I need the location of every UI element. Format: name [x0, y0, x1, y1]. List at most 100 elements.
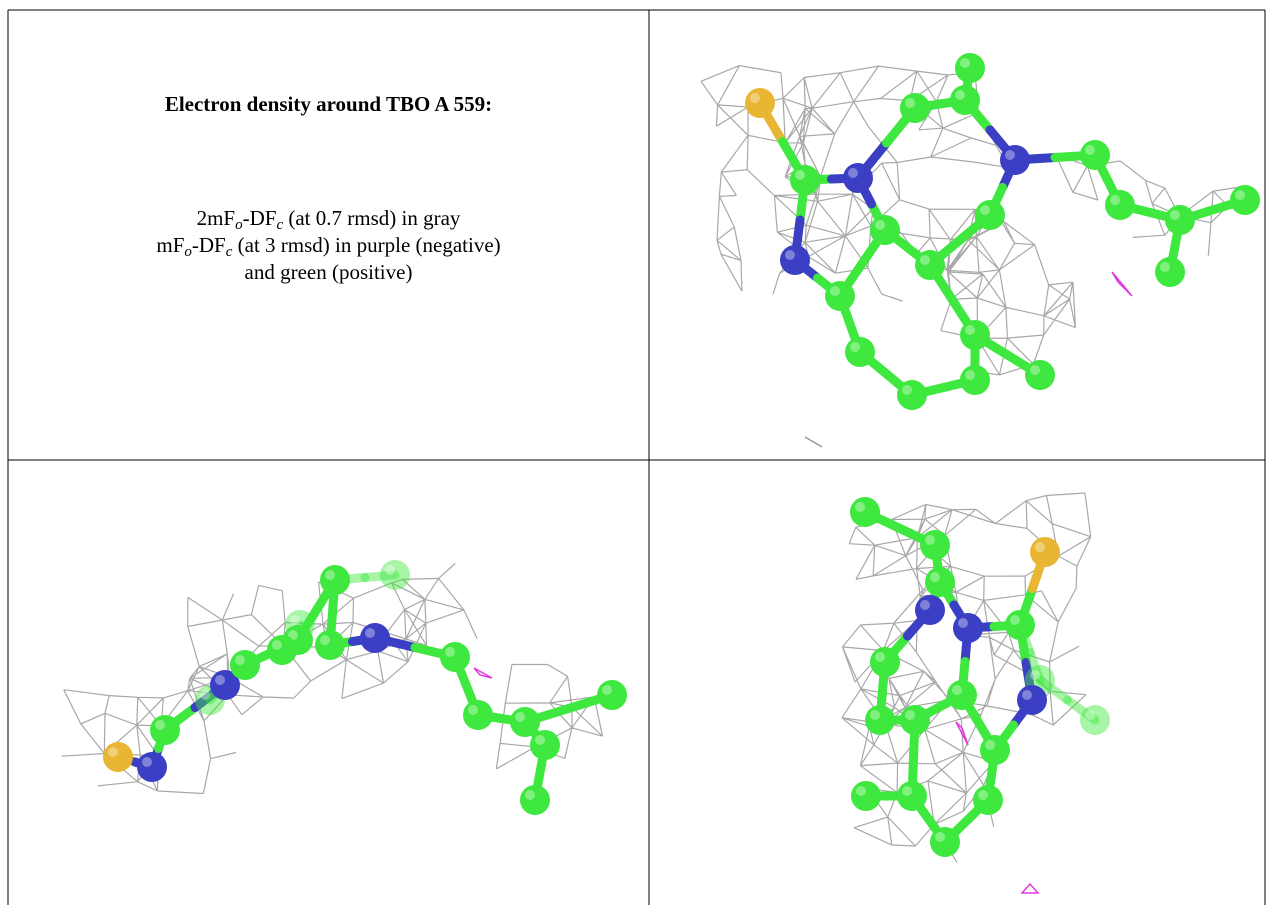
atom	[510, 707, 540, 737]
atom	[267, 635, 297, 665]
atom-highlight	[1005, 150, 1015, 160]
caption-text: (at 0.7 rmsd) in gray	[283, 206, 460, 230]
figure	[0, 0, 1273, 905]
atom	[975, 200, 1005, 230]
atom	[1025, 360, 1055, 390]
page: Electron density around TBO A 559: 2mFo-…	[0, 0, 1273, 905]
atom-highlight	[875, 652, 885, 662]
caption-text: -DF	[243, 206, 277, 230]
atom	[870, 647, 900, 677]
caption: 2mFo-DFc (at 0.7 rmsd) in graymFo-DFc (a…	[8, 205, 649, 286]
atom	[380, 560, 410, 590]
atom	[980, 735, 1010, 765]
atom-highlight	[1030, 365, 1040, 375]
atom-highlight	[365, 628, 375, 638]
atom	[1030, 537, 1060, 567]
atom	[1080, 140, 1110, 170]
atom-highlight	[875, 220, 885, 230]
atom	[1000, 145, 1030, 175]
atom-highlight	[468, 705, 478, 715]
atom-highlight	[830, 286, 840, 296]
atom-highlight	[965, 370, 975, 380]
atom-highlight	[980, 205, 990, 215]
atom-highlight	[1235, 190, 1245, 200]
atom-highlight	[215, 675, 225, 685]
atom-highlight	[108, 747, 118, 757]
subscript: o	[184, 244, 192, 260]
atom	[960, 365, 990, 395]
atom-highlight	[1010, 615, 1020, 625]
atom	[950, 85, 980, 115]
atom-highlight	[952, 685, 962, 695]
difference-density	[1022, 884, 1038, 893]
panel-title: Electron density around TBO A 559:	[8, 92, 649, 117]
atom-highlight	[958, 618, 968, 628]
atom-highlight	[155, 720, 165, 730]
atom	[897, 380, 927, 410]
atom	[870, 215, 900, 245]
caption-text: -DF	[192, 233, 226, 257]
atom	[843, 163, 873, 193]
atom	[440, 642, 470, 672]
caption-line: 2mFo-DFc (at 0.7 rmsd) in gray	[8, 205, 649, 232]
caption-text: (at 3 rmsd) in purple (negative)	[232, 233, 500, 257]
atom	[915, 250, 945, 280]
atom-highlight	[978, 790, 988, 800]
atom-highlight	[1022, 690, 1032, 700]
atom-highlight	[525, 790, 535, 800]
atom-highlight	[935, 832, 945, 842]
structure-panels	[62, 53, 1260, 893]
atom-highlight	[290, 615, 300, 625]
atom-highlight	[1085, 710, 1095, 720]
caption-text: mF	[156, 233, 184, 257]
atom	[597, 680, 627, 710]
atom	[150, 715, 180, 745]
subscript: o	[235, 217, 243, 233]
atom-highlight	[385, 565, 395, 575]
atom-highlight	[985, 740, 995, 750]
caption-line: mFo-DFc (at 3 rmsd) in purple (negative)	[8, 232, 649, 259]
caption-line: and green (positive)	[8, 259, 649, 286]
atom	[530, 730, 560, 760]
atom	[360, 623, 390, 653]
atom-highlight	[1110, 195, 1120, 205]
atom	[745, 88, 775, 118]
atom	[920, 530, 950, 560]
atom-highlight	[320, 635, 330, 645]
difference-density	[474, 668, 492, 678]
atom	[463, 700, 493, 730]
atom-highlight	[1085, 145, 1095, 155]
atom	[973, 785, 1003, 815]
atom	[953, 613, 983, 643]
atom	[851, 781, 881, 811]
atom-highlight	[905, 710, 915, 720]
caption-text: 2mF	[197, 206, 236, 230]
atom	[520, 785, 550, 815]
atom	[1165, 205, 1195, 235]
atom-highlight	[602, 685, 612, 695]
atom	[790, 165, 820, 195]
atom-highlight	[142, 757, 152, 767]
atom	[103, 742, 133, 772]
atom-highlight	[1170, 210, 1180, 220]
atom	[1105, 190, 1135, 220]
atom	[1005, 610, 1035, 640]
atom	[1230, 185, 1260, 215]
atom	[925, 567, 955, 597]
atom-highlight	[515, 712, 525, 722]
atom	[850, 497, 880, 527]
atom	[960, 320, 990, 350]
atom	[930, 827, 960, 857]
atom-highlight	[1030, 670, 1040, 680]
atom-highlight	[855, 502, 865, 512]
atom	[845, 337, 875, 367]
atom-highlight	[965, 325, 975, 335]
atom-highlight	[1035, 542, 1045, 552]
atom	[320, 565, 350, 595]
atom-highlight	[445, 647, 455, 657]
atom-highlight	[235, 655, 245, 665]
atom-highlight	[848, 168, 858, 178]
atom	[1017, 685, 1047, 715]
atom-highlight	[850, 342, 860, 352]
atom-highlight	[325, 570, 335, 580]
